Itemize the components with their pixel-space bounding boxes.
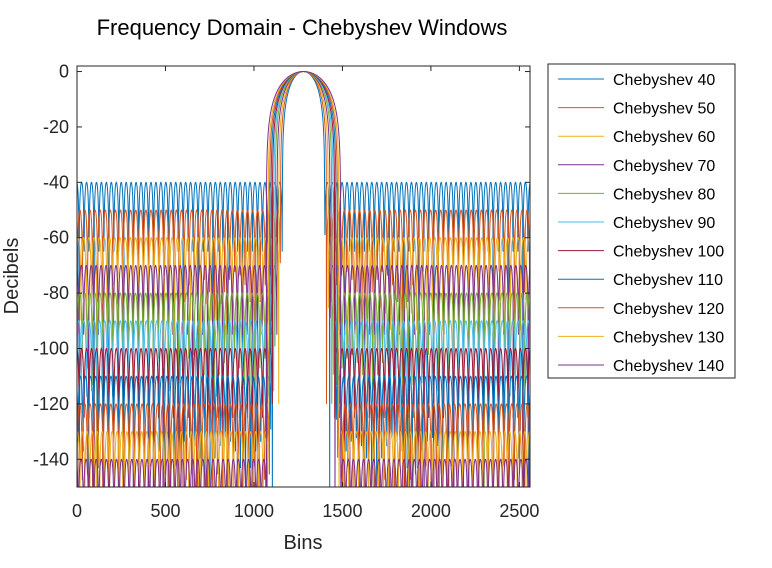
legend-label-chebyshev-70: Chebyshev 70 [613, 158, 715, 175]
legend-box [547, 63, 736, 379]
legend-label-chebyshev-60: Chebyshev 60 [613, 129, 715, 146]
legend: Chebyshev 40 Chebyshev 50 Chebyshev 60 Cheb… [558, 72, 724, 375]
series-line-chebyshev-140 [77, 71, 530, 487]
legend-label-chebyshev-130: Chebyshev 130 [613, 329, 724, 346]
chart-title: Frequency Domain - Chebyshev Windows [97, 15, 508, 40]
x-tick-label: 2000 [411, 501, 451, 521]
x-tick-label: 0 [72, 501, 82, 521]
y-tick-label: 0 [59, 62, 69, 82]
legend-label-chebyshev-100: Chebyshev 100 [613, 244, 724, 261]
x-axis-label: Bins [284, 532, 323, 554]
legend-label-chebyshev-50: Chebyshev 50 [613, 101, 715, 118]
legend-label-chebyshev-120: Chebyshev 120 [613, 301, 724, 318]
x-axis: 0 500 1000 1500 2000 2500 [72, 66, 539, 521]
x-tick-label: 1500 [322, 501, 362, 521]
y-tick-label: -40 [43, 172, 69, 192]
y-tick-label: -100 [33, 339, 69, 359]
legend-label-chebyshev-80: Chebyshev 80 [613, 186, 715, 203]
x-tick-label: 2500 [499, 501, 539, 521]
legend-label-chebyshev-40: Chebyshev 40 [613, 72, 715, 89]
y-tick-label: -20 [43, 117, 69, 137]
legend-label-chebyshev-90: Chebyshev 90 [613, 215, 715, 232]
x-tick-label: 500 [150, 501, 180, 521]
y-tick-label: -60 [43, 228, 69, 248]
y-axis: 0 -20 -40 -60 -80 -100 -120 -140 [33, 62, 530, 469]
y-tick-label: -120 [33, 394, 69, 414]
plot-frame [76, 65, 531, 488]
y-tick-label: -140 [33, 449, 69, 469]
x-tick-label: 1000 [234, 501, 274, 521]
legend-label-chebyshev-110: Chebyshev 110 [613, 272, 723, 289]
legend-label-chebyshev-140: Chebyshev 140 [613, 358, 724, 375]
series-layer [77, 71, 530, 487]
y-tick-label: -80 [43, 283, 69, 303]
y-axis-label: Decibels [1, 238, 23, 315]
